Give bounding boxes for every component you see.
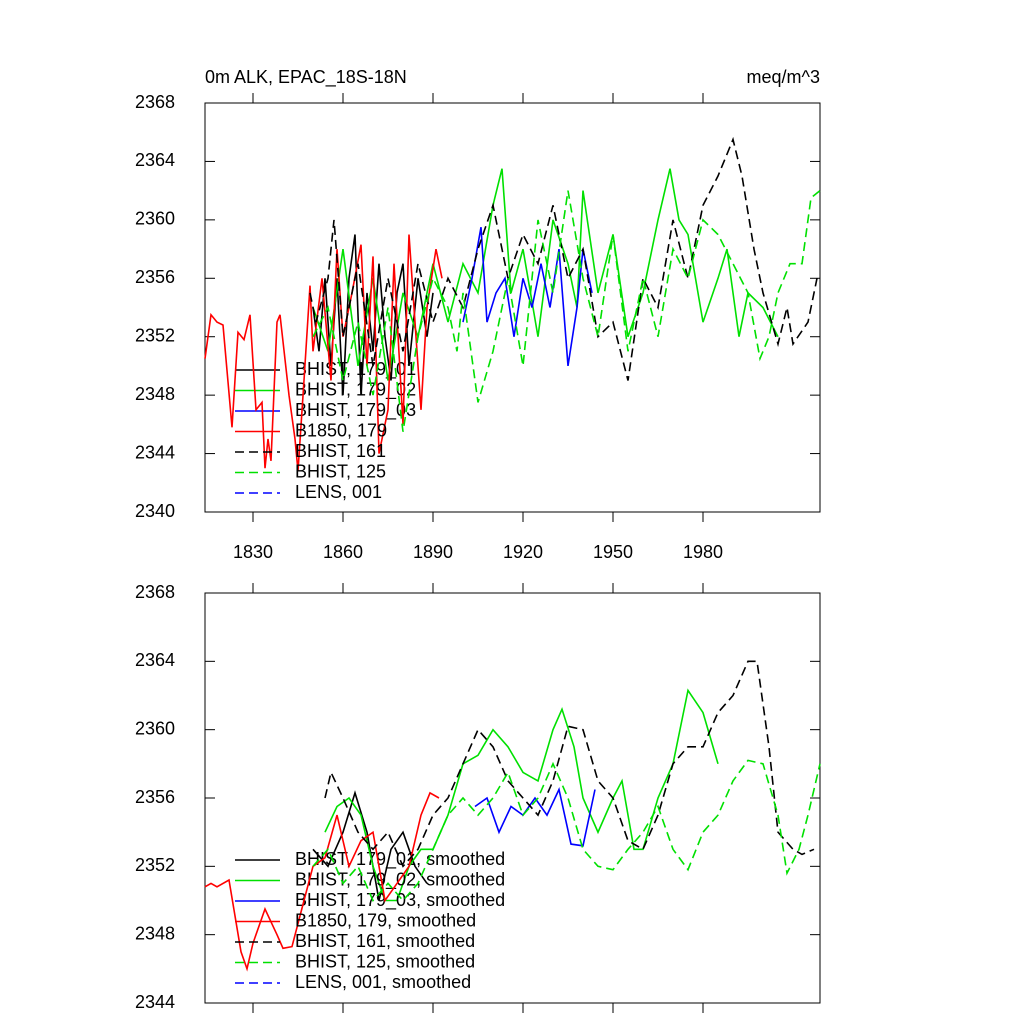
legend-label: BHIST, 179_01 bbox=[295, 359, 416, 380]
y-tick-label: 2360 bbox=[135, 209, 175, 229]
y-tick-label: 2368 bbox=[135, 582, 175, 602]
series-line bbox=[204, 234, 443, 472]
x-tick-label: 1830 bbox=[233, 542, 273, 562]
y-tick-label: 2364 bbox=[135, 150, 175, 170]
x-tick-label: 1860 bbox=[323, 542, 363, 562]
x-tick-label: 1980 bbox=[683, 542, 723, 562]
legend-label: BHIST, 179_02 bbox=[295, 379, 416, 400]
series-line bbox=[462, 227, 593, 367]
legend-label: BHIST, 125, smoothed bbox=[295, 951, 475, 971]
series-line bbox=[204, 791, 440, 972]
legend-label: LENS, 001 bbox=[295, 482, 382, 502]
series-line bbox=[312, 189, 821, 432]
x-tick-label: 1890 bbox=[413, 542, 453, 562]
series-line bbox=[324, 660, 815, 868]
legend-label: BHIST, 179_01, smoothed bbox=[295, 849, 505, 870]
legend-label: B1850, 179 bbox=[295, 420, 387, 440]
y-tick-label: 2352 bbox=[135, 855, 175, 875]
series-line bbox=[312, 168, 779, 381]
y-tick-label: 2348 bbox=[135, 384, 175, 404]
chart-title: 0m ALK, EPAC_18S-18N bbox=[205, 67, 407, 88]
x-tick-label: 1950 bbox=[593, 542, 633, 562]
series-line bbox=[474, 787, 596, 847]
legend-label: BHIST, 161 bbox=[295, 441, 386, 461]
x-tick-label: 1920 bbox=[503, 542, 543, 562]
legend-label: BHIST, 161, smoothed bbox=[295, 931, 475, 951]
y-tick-label: 2368 bbox=[135, 92, 175, 112]
y-tick-label: 2344 bbox=[135, 992, 175, 1012]
plot-frame bbox=[204, 102, 821, 513]
units-label: meq/m^3 bbox=[747, 67, 820, 87]
series-line bbox=[309, 136, 818, 381]
series-line bbox=[312, 759, 821, 902]
y-tick-label: 2344 bbox=[135, 442, 175, 462]
y-tick-label: 2356 bbox=[135, 787, 175, 807]
y-tick-label: 2348 bbox=[135, 923, 175, 943]
legend-label: BHIST, 125 bbox=[295, 461, 386, 481]
y-tick-label: 2360 bbox=[135, 718, 175, 738]
legend-label: B1850, 179, smoothed bbox=[295, 910, 476, 930]
legend-label: BHIST, 179_03 bbox=[295, 400, 416, 421]
legend-label: LENS, 001, smoothed bbox=[295, 972, 471, 992]
y-tick-label: 2340 bbox=[135, 501, 175, 521]
legend-label: BHIST, 179_03, smoothed bbox=[295, 890, 505, 911]
y-tick-label: 2352 bbox=[135, 325, 175, 345]
y-tick-label: 2356 bbox=[135, 267, 175, 287]
y-tick-label: 2364 bbox=[135, 650, 175, 670]
